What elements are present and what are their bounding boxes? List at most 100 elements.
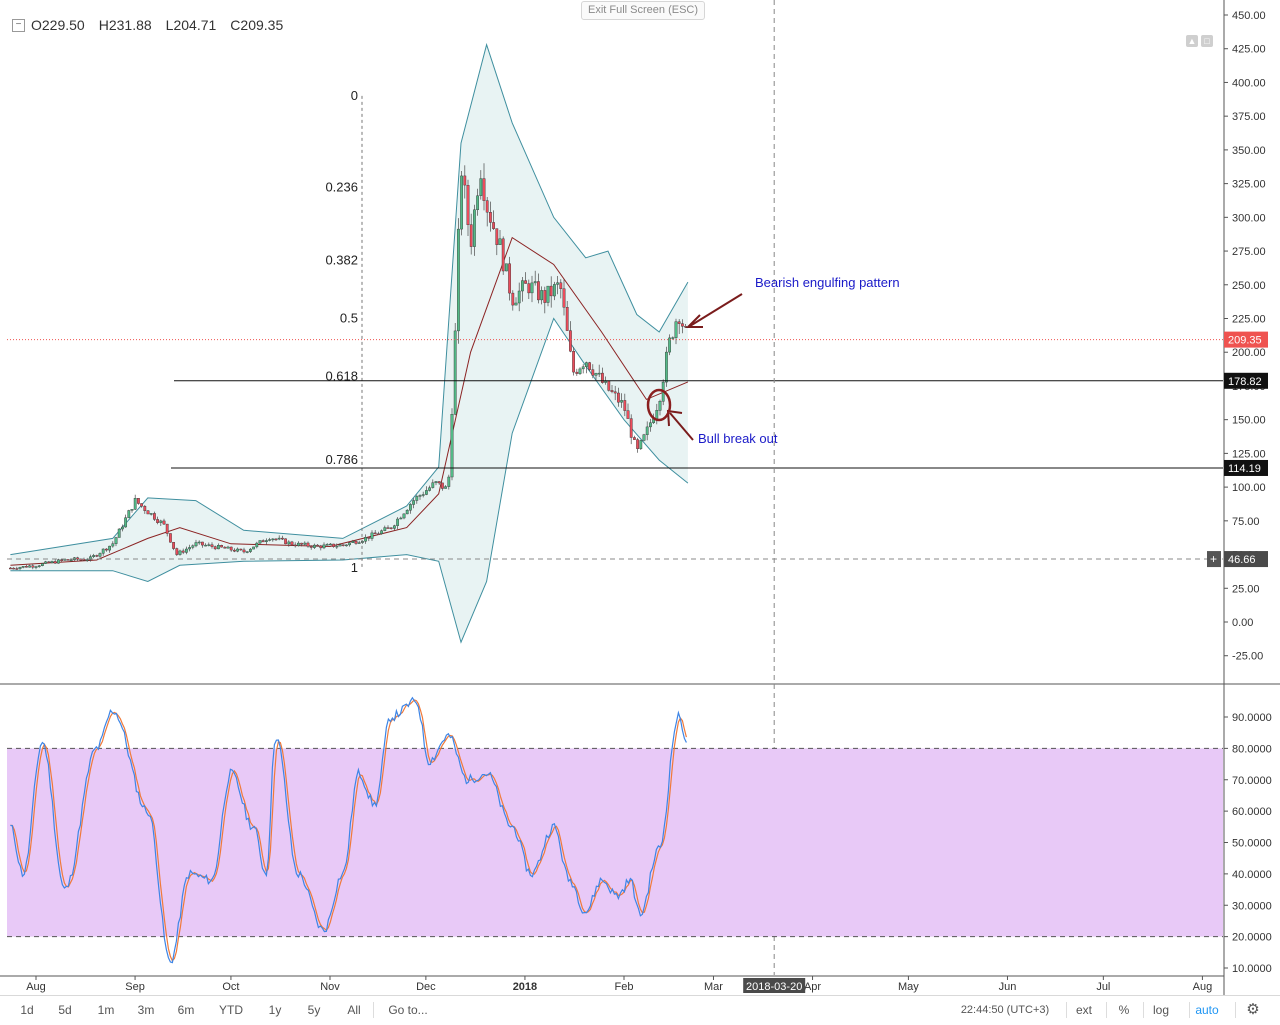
gear-icon[interactable]: ⚙	[1246, 1001, 1260, 1018]
candle-body	[418, 495, 422, 497]
candle-body	[95, 555, 99, 557]
time-axis-label: Apr	[804, 981, 821, 993]
candle-body	[226, 546, 230, 549]
candle-body	[533, 281, 537, 284]
candle-body	[389, 527, 393, 529]
candle-body	[546, 285, 550, 303]
candle-body	[511, 292, 515, 306]
candle-body	[617, 392, 620, 403]
candle-body	[207, 544, 211, 546]
candle-body	[354, 541, 358, 544]
candle-body	[290, 541, 294, 546]
exit-fullscreen-button[interactable]: Exit Full Screen (ESC)	[581, 1, 705, 20]
candle-body	[284, 538, 287, 545]
price-axis-label: 450.00	[1232, 10, 1266, 22]
annotation-arrow	[689, 293, 743, 327]
candle-body	[681, 323, 684, 327]
candle-body	[245, 551, 249, 553]
candle-body	[530, 282, 534, 294]
osc-axis-label: 30.0000	[1232, 900, 1272, 912]
divider	[373, 1002, 374, 1018]
crosshair-date-bg	[743, 978, 806, 993]
scale-option-log[interactable]: log	[1152, 1003, 1169, 1017]
divider	[1235, 1002, 1236, 1018]
osc-axis-label: 70.0000	[1232, 775, 1272, 787]
range-button-5d[interactable]: 5d	[58, 1003, 72, 1017]
candle-body	[444, 486, 447, 489]
candle-body	[431, 482, 435, 488]
goto-button[interactable]: Go to...	[388, 1003, 428, 1017]
range-button-1y[interactable]: 1y	[268, 1003, 282, 1017]
fib-level-label: 1	[351, 560, 358, 575]
range-button-1d[interactable]: 1d	[20, 1003, 34, 1017]
price-axis-label: 325.00	[1232, 179, 1266, 191]
candle-body	[242, 549, 246, 553]
candle-body	[559, 282, 563, 289]
candles-group	[8, 163, 688, 571]
range-button-6m[interactable]: 6m	[177, 1003, 195, 1017]
price-chart[interactable]: 0 0.236 0.382 0.5 0.618 0.786 1 Bearish engulfi…	[0, 0, 1280, 995]
candle-body	[178, 550, 182, 555]
range-button-1m[interactable]: 1m	[97, 1003, 115, 1017]
range-button-3m[interactable]: 3m	[137, 1003, 155, 1017]
candle-body	[658, 401, 662, 411]
candle-body	[396, 518, 399, 526]
range-button-5y[interactable]: 5y	[307, 1003, 321, 1017]
clock[interactable]: 22:44:50 (UTC+3)	[960, 1004, 1050, 1016]
candle-body	[441, 482, 444, 489]
candle-body	[505, 263, 508, 272]
candle-body	[31, 565, 35, 568]
pane-maximize-icon[interactable]: □	[1201, 35, 1213, 47]
bollinger-lower-line	[10, 317, 689, 644]
crosshair-plus-icon: +	[1210, 552, 1217, 566]
candle-body	[281, 537, 284, 540]
candle-body	[524, 280, 528, 284]
breakout-circle-marker	[646, 388, 672, 422]
candle-body	[386, 527, 390, 529]
candle-body	[261, 540, 265, 543]
candle-body	[671, 337, 675, 339]
candle-body	[232, 549, 236, 552]
candle-body	[633, 437, 636, 440]
candle-body	[236, 548, 239, 552]
candle-body	[274, 538, 278, 541]
candle-body	[172, 542, 175, 549]
price-axis-label: 100.00	[1232, 482, 1266, 494]
candle-body	[271, 538, 275, 541]
candle-body	[175, 548, 179, 555]
level-price-tag-bg	[1224, 372, 1268, 389]
candle-body	[626, 410, 630, 419]
candle-body	[332, 543, 335, 547]
candle-body	[479, 178, 483, 196]
candle-body	[677, 321, 681, 324]
time-axis-label: Feb	[615, 981, 634, 993]
scale-option-percent[interactable]: %	[1118, 1003, 1130, 1017]
candle-body	[601, 372, 604, 383]
candle-body	[553, 284, 556, 297]
pane-up-icon[interactable]: ▲	[1186, 35, 1198, 47]
candle-body	[434, 481, 438, 483]
scale-option-auto[interactable]: auto	[1195, 1003, 1219, 1017]
range-button-ytd[interactable]: YTD	[219, 1003, 243, 1017]
divider	[1143, 1002, 1144, 1018]
crosshair-plus-bg	[1207, 551, 1221, 568]
candle-body	[191, 545, 195, 548]
range-button-all[interactable]: All	[347, 1003, 361, 1017]
plus-square-icon[interactable]: −	[12, 18, 25, 32]
candle-body	[498, 238, 502, 245]
candle-body	[556, 282, 560, 285]
candle-body	[120, 526, 124, 530]
annotation-arrow	[669, 412, 694, 441]
candle-body	[399, 517, 403, 520]
candle-body	[140, 503, 143, 507]
candle-body	[277, 537, 281, 540]
candle-body	[47, 561, 51, 563]
candle-body	[248, 548, 252, 552]
ohlc-legend: − O229.50 H231.88 L204.71 C209.35	[12, 17, 291, 33]
candle-body	[380, 530, 383, 535]
stoch-band-fill	[7, 748, 1223, 937]
candle-body	[405, 510, 409, 515]
candle-body	[588, 362, 592, 370]
scale-option-ext[interactable]: ext	[1075, 1003, 1092, 1017]
candle-body	[575, 371, 579, 374]
